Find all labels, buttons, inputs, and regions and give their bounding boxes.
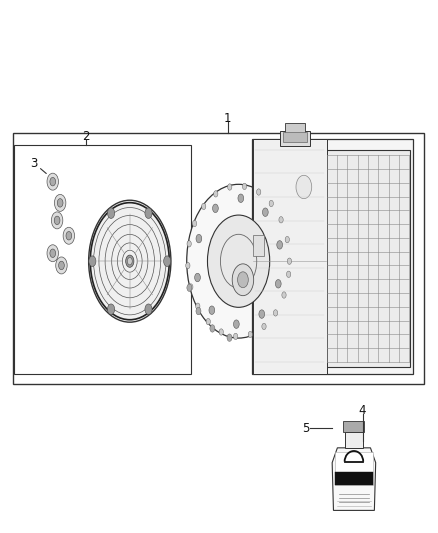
Ellipse shape [196,303,200,309]
Bar [252,139,413,374]
Ellipse shape [214,191,218,197]
Bar [283,132,307,142]
Ellipse shape [196,235,202,243]
Ellipse shape [187,184,290,338]
Ellipse shape [145,304,152,314]
Ellipse shape [273,310,278,316]
Text: 4: 4 [359,404,366,417]
Bar [335,452,373,485]
Ellipse shape [238,194,244,203]
Ellipse shape [296,175,312,199]
Ellipse shape [210,325,215,332]
Bar [335,472,373,485]
Ellipse shape [208,215,270,308]
Text: 3: 3 [30,157,38,169]
Ellipse shape [59,261,64,270]
Ellipse shape [248,332,252,338]
Ellipse shape [56,257,67,274]
Ellipse shape [285,237,290,243]
Polygon shape [332,448,376,511]
Ellipse shape [269,200,273,207]
Ellipse shape [57,199,63,207]
Ellipse shape [66,231,72,240]
Ellipse shape [262,208,268,216]
Ellipse shape [287,258,292,264]
Polygon shape [253,139,327,374]
Text: 2: 2 [82,130,90,143]
Ellipse shape [54,216,60,224]
Ellipse shape [219,329,223,335]
Ellipse shape [107,304,115,314]
Ellipse shape [88,200,171,322]
Bar [280,131,311,146]
Ellipse shape [279,216,283,223]
Ellipse shape [50,249,56,257]
Ellipse shape [186,262,190,269]
Ellipse shape [233,333,238,340]
Ellipse shape [228,184,232,190]
Ellipse shape [262,324,266,329]
Bar [14,144,191,374]
Ellipse shape [227,334,232,341]
Ellipse shape [276,279,281,288]
Ellipse shape [257,189,261,195]
Ellipse shape [192,220,197,227]
Ellipse shape [286,271,291,278]
Ellipse shape [164,256,171,266]
Ellipse shape [201,203,206,209]
Bar [13,133,424,384]
Ellipse shape [232,264,254,296]
Ellipse shape [194,273,200,282]
Ellipse shape [54,195,66,212]
Text: 1: 1 [224,111,231,125]
Ellipse shape [242,183,247,190]
Ellipse shape [233,320,239,328]
Ellipse shape [47,173,58,190]
Text: 5: 5 [302,422,310,435]
Bar [345,432,363,448]
Ellipse shape [127,257,132,265]
Ellipse shape [126,255,134,267]
Bar [343,421,364,432]
Ellipse shape [277,240,283,249]
Ellipse shape [237,272,248,288]
Ellipse shape [187,284,192,292]
Ellipse shape [189,284,193,290]
Ellipse shape [89,256,96,266]
Ellipse shape [107,208,115,219]
Bar [325,150,410,367]
Ellipse shape [51,212,63,229]
Ellipse shape [145,208,152,219]
Bar [285,123,305,133]
Ellipse shape [50,177,56,186]
Ellipse shape [187,240,191,247]
Ellipse shape [212,204,218,213]
Ellipse shape [209,306,215,314]
Ellipse shape [63,227,74,244]
Bar [253,235,264,256]
Ellipse shape [47,245,58,262]
Ellipse shape [196,308,201,315]
Ellipse shape [206,318,210,325]
Ellipse shape [282,292,286,298]
Ellipse shape [259,310,265,318]
